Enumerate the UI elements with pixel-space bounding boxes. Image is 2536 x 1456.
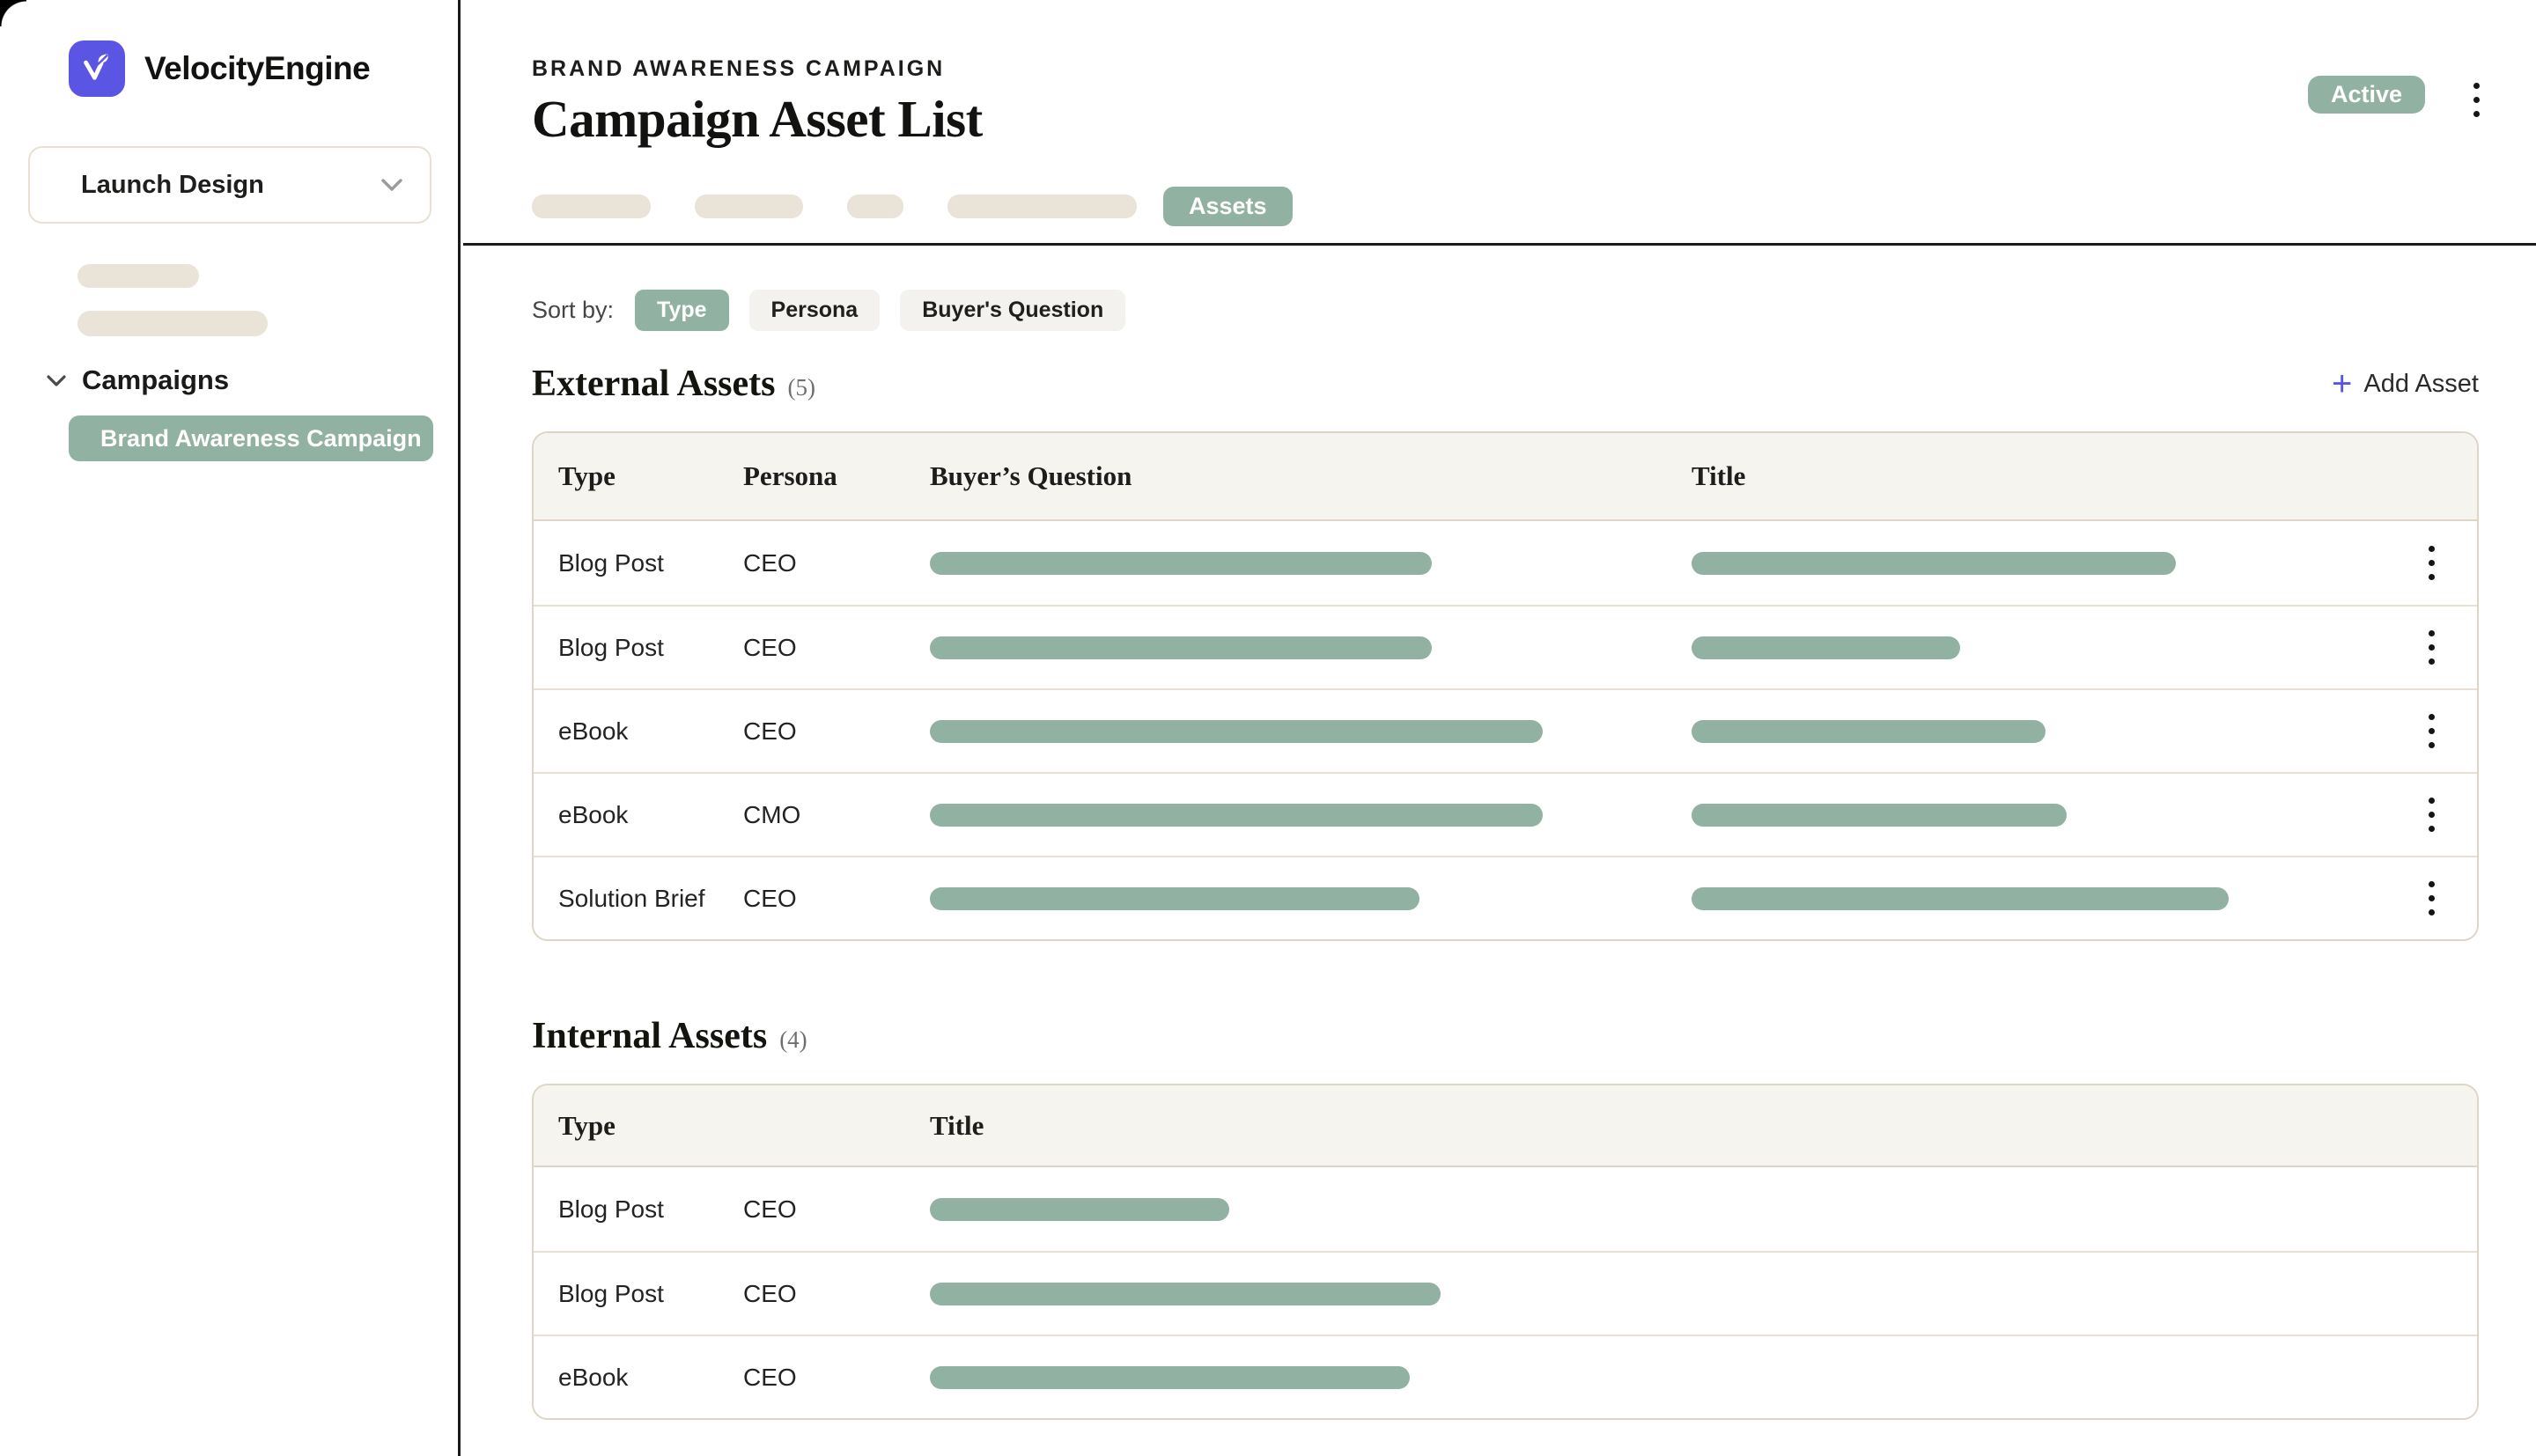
- row-kebab-menu-icon[interactable]: [2423, 625, 2440, 670]
- campaign-eyebrow: BRAND AWARENESS CAMPAIGN: [532, 56, 946, 81]
- internal-table-header: Type Title: [534, 1085, 2477, 1167]
- external-asset-row[interactable]: eBook CEO: [534, 688, 2477, 772]
- main-area: BRAND AWARENESS CAMPAIGN Campaign Asset …: [463, 0, 2536, 1456]
- tab-bar: Assets: [532, 187, 2480, 226]
- column-header: Title: [930, 1109, 984, 1141]
- skeleton-tab: [532, 195, 651, 218]
- sort-row: Sort by: Type Persona Buyer's Question: [532, 290, 2479, 331]
- external-assets-section: External Assets (5) + Add Asset Type Perso…: [532, 363, 2479, 941]
- title-placeholder-bar: [930, 1197, 1229, 1221]
- sidebar: VelocityEngine Launch Design Campaigns B…: [0, 0, 461, 1456]
- chevron-down-icon: [381, 179, 402, 191]
- asset-persona: CEO: [743, 1363, 797, 1391]
- asset-type: Solution Brief: [558, 884, 705, 912]
- asset-persona: CEO: [743, 633, 797, 661]
- page-header: BRAND AWARENESS CAMPAIGN Campaign Asset …: [463, 0, 2536, 246]
- column-header: Persona: [743, 460, 837, 491]
- buyers-question-placeholder-bar: [930, 719, 1543, 743]
- internal-assets-section: Internal Assets (4) Type Title Blog Post C…: [532, 1015, 2479, 1420]
- title-placeholder-bar: [1692, 636, 1960, 659]
- external-asset-row[interactable]: eBook CMO: [534, 772, 2477, 856]
- asset-persona: CEO: [743, 1195, 797, 1223]
- sidebar-item-brand-awareness-campaign[interactable]: Brand Awareness Campaign: [69, 415, 433, 461]
- internal-asset-row[interactable]: Blog Post CEO: [534, 1167, 2477, 1251]
- title-placeholder-bar: [1692, 551, 2176, 575]
- plus-icon: +: [2332, 364, 2353, 403]
- column-header: Type: [558, 1109, 616, 1141]
- asset-type: Blog Post: [558, 1279, 664, 1307]
- buyers-question-placeholder-bar: [930, 636, 1432, 659]
- external-assets-count: (5): [787, 374, 815, 401]
- row-kebab-menu-icon[interactable]: [2423, 709, 2440, 754]
- skeleton-bar: [77, 311, 268, 336]
- row-kebab-menu-icon[interactable]: [2423, 540, 2440, 585]
- sidebar-section-campaigns[interactable]: Campaigns: [46, 364, 458, 396]
- row-kebab-menu-icon[interactable]: [2423, 876, 2440, 921]
- content: Sort by: Type Persona Buyer's Question Ext…: [463, 290, 2536, 1420]
- skeleton-tab: [695, 195, 803, 218]
- status-badge: Active: [2307, 76, 2425, 114]
- buyers-question-placeholder-bar: [930, 886, 1419, 910]
- logo-icon: [69, 40, 125, 97]
- sort-label: Sort by:: [532, 297, 615, 323]
- internal-asset-row[interactable]: Blog Post CEO: [534, 1251, 2477, 1335]
- external-asset-row[interactable]: Blog Post CEO: [534, 605, 2477, 688]
- caret-down-icon: [47, 374, 66, 386]
- asset-type: eBook: [558, 1363, 629, 1391]
- external-assets-title: External Assets: [532, 364, 776, 404]
- workspace-selector[interactable]: Launch Design: [28, 146, 431, 224]
- page-title: Campaign Asset List: [532, 90, 983, 148]
- external-asset-row[interactable]: Blog Post CEO: [534, 521, 2477, 605]
- tab-assets[interactable]: Assets: [1163, 187, 1293, 226]
- add-asset-button[interactable]: + Add Asset: [2332, 364, 2479, 403]
- skeleton-tab: [947, 195, 1137, 218]
- external-assets-table: Type Persona Buyer’s Question Title Blog Po…: [532, 431, 2479, 941]
- workspace-selector-value: Launch Design: [81, 170, 264, 199]
- asset-type: eBook: [558, 717, 629, 745]
- buyers-question-placeholder-bar: [930, 803, 1543, 827]
- asset-persona: CEO: [743, 1279, 797, 1307]
- sort-chip-persona[interactable]: Persona: [748, 290, 881, 331]
- column-header: Buyer’s Question: [930, 460, 1132, 491]
- asset-persona: CEO: [743, 548, 797, 577]
- window-corner: [0, 0, 26, 26]
- title-placeholder-bar: [930, 1282, 1441, 1305]
- sort-chip-type[interactable]: Type: [635, 290, 729, 331]
- sidebar-section-label: Campaigns: [82, 364, 230, 395]
- asset-persona: CEO: [743, 884, 797, 912]
- external-asset-row[interactable]: Solution Brief CEO: [534, 856, 2477, 939]
- asset-persona: CMO: [743, 800, 801, 828]
- app-name: VelocityEngine: [144, 50, 371, 86]
- title-placeholder-bar: [1692, 719, 2046, 743]
- title-placeholder-bar: [1692, 803, 2067, 827]
- column-header: Title: [1692, 460, 1746, 491]
- internal-assets-title: Internal Assets: [532, 1016, 768, 1056]
- internal-assets-table: Type Title Blog Post CEO Blog Post CEO eB…: [532, 1084, 2479, 1420]
- buyers-question-placeholder-bar: [930, 551, 1432, 575]
- sort-chip-group: Type Persona Buyer's Question: [635, 290, 1126, 331]
- asset-type: Blog Post: [558, 548, 664, 577]
- asset-type: Blog Post: [558, 633, 664, 661]
- internal-assets-count: (4): [779, 1026, 807, 1053]
- column-header: Type: [558, 460, 616, 491]
- asset-persona: CEO: [743, 717, 797, 745]
- sidebar-item-label: Brand Awareness Campaign: [100, 424, 422, 452]
- asset-type: eBook: [558, 800, 629, 828]
- internal-asset-row[interactable]: eBook CEO: [534, 1335, 2477, 1418]
- external-table-header: Type Persona Buyer’s Question Title: [534, 433, 2477, 521]
- asset-type: Blog Post: [558, 1195, 664, 1223]
- kebab-menu-icon[interactable]: [2468, 77, 2485, 122]
- sort-chip-buyer-s-question[interactable]: Buyer's Question: [900, 290, 1126, 331]
- title-placeholder-bar: [930, 1365, 1410, 1389]
- skeleton-bar: [77, 264, 199, 288]
- skeleton-tab: [847, 195, 903, 218]
- title-placeholder-bar: [1692, 886, 2229, 910]
- app-logo[interactable]: VelocityEngine: [69, 40, 458, 97]
- row-kebab-menu-icon[interactable]: [2423, 792, 2440, 837]
